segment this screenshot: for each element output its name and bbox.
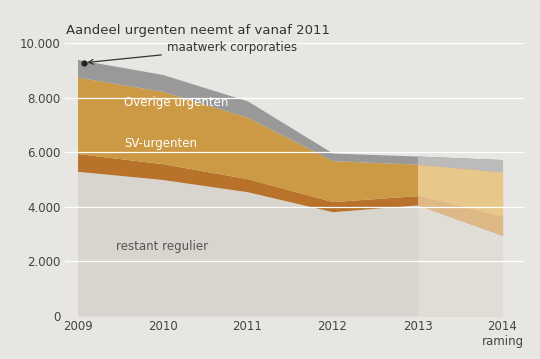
Text: restant regulier: restant regulier: [116, 241, 208, 253]
Text: Aandeel urgenten neemt af vanaf 2011: Aandeel urgenten neemt af vanaf 2011: [66, 24, 330, 37]
Text: SV-urgenten: SV-urgenten: [124, 137, 197, 150]
Text: maatwerk corporaties: maatwerk corporaties: [89, 41, 297, 64]
Text: Overige urgenten: Overige urgenten: [124, 96, 228, 109]
